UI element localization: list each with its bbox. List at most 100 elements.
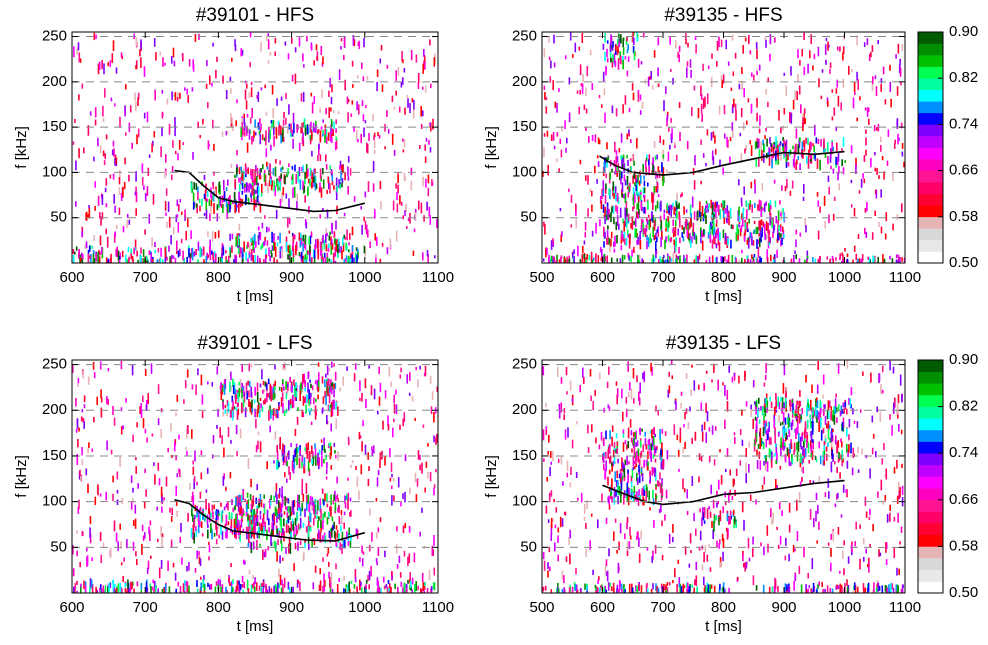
speckle	[888, 129, 890, 136]
speckle	[599, 219, 601, 226]
speckle	[225, 587, 227, 595]
speckle	[556, 507, 558, 512]
speckle	[546, 506, 548, 514]
speckle	[745, 463, 747, 473]
speckle	[743, 186, 745, 195]
speckle	[667, 114, 669, 120]
speckle	[631, 250, 633, 257]
speckle	[211, 584, 213, 590]
speckle	[336, 193, 338, 200]
speckle	[742, 502, 744, 513]
speckle	[293, 563, 295, 571]
speckle	[291, 38, 293, 44]
speckle	[292, 395, 294, 399]
speckle	[665, 86, 667, 94]
speckle	[551, 134, 553, 141]
speckle	[184, 87, 186, 90]
speckle	[741, 202, 743, 207]
speckle	[548, 255, 550, 264]
speckle	[898, 569, 900, 575]
speckle	[347, 500, 349, 510]
speckle	[648, 237, 650, 247]
speckle	[628, 428, 630, 439]
speckle	[230, 372, 232, 381]
speckle	[276, 459, 278, 470]
speckle	[696, 575, 698, 586]
colorbar-band	[918, 182, 943, 194]
speckle	[321, 126, 323, 129]
speckle	[583, 254, 585, 259]
speckle	[383, 577, 385, 583]
speckle	[636, 375, 638, 382]
speckle	[756, 49, 758, 59]
speckle	[212, 231, 214, 241]
speckle	[605, 189, 607, 194]
speckle	[310, 135, 312, 140]
speckle	[775, 150, 777, 160]
speckle	[412, 396, 414, 402]
speckle	[418, 73, 420, 83]
speckle	[242, 590, 244, 599]
speckle	[604, 216, 606, 225]
speckle	[632, 221, 634, 230]
speckle	[557, 132, 559, 137]
speckle	[233, 508, 235, 513]
speckle	[320, 244, 322, 248]
speckle	[282, 529, 284, 535]
speckle	[206, 84, 208, 89]
speckle	[782, 227, 784, 232]
speckle	[687, 141, 689, 149]
speckle	[165, 247, 167, 257]
speckle	[326, 493, 328, 502]
speckle	[257, 441, 259, 449]
speckle	[254, 509, 256, 515]
speckle	[335, 503, 337, 512]
speckle	[260, 511, 262, 515]
speckle	[412, 578, 414, 585]
speckle	[753, 240, 755, 246]
speckle	[374, 209, 376, 218]
speckle	[193, 533, 195, 544]
speckle	[726, 137, 728, 147]
speckle	[823, 138, 825, 149]
speckle	[588, 447, 590, 453]
speckle	[276, 529, 278, 535]
speckle	[374, 389, 376, 400]
speckle	[198, 551, 200, 555]
speckle	[624, 175, 626, 182]
speckle	[276, 129, 278, 139]
speckle	[633, 93, 635, 101]
speckle	[333, 495, 335, 501]
speckle	[335, 419, 337, 430]
speckle	[247, 381, 249, 386]
speckle	[778, 150, 780, 161]
colorbar-band	[918, 217, 943, 229]
colorbar-tick-label: 0.74	[949, 115, 978, 132]
speckle	[315, 399, 317, 402]
speckle	[282, 499, 284, 508]
speckle	[329, 393, 331, 403]
speckle	[171, 508, 173, 515]
speckle	[854, 81, 856, 91]
speckle	[299, 458, 301, 469]
speckle	[339, 69, 341, 80]
speckle	[899, 257, 901, 267]
speckle	[848, 556, 850, 563]
speckle	[639, 553, 641, 563]
speckle	[598, 161, 600, 167]
speckle	[432, 391, 434, 400]
speckle	[192, 87, 194, 91]
speckle	[721, 40, 723, 47]
speckle	[391, 575, 393, 580]
speckle	[543, 147, 545, 157]
speckle	[621, 133, 623, 142]
speckle	[710, 200, 712, 208]
speckle	[424, 144, 426, 150]
speckle	[558, 527, 560, 532]
speckle	[255, 498, 257, 504]
speckle	[657, 411, 659, 416]
speckle	[306, 171, 308, 178]
speckle	[202, 411, 204, 418]
speckle	[207, 583, 209, 587]
speckle	[228, 521, 230, 525]
